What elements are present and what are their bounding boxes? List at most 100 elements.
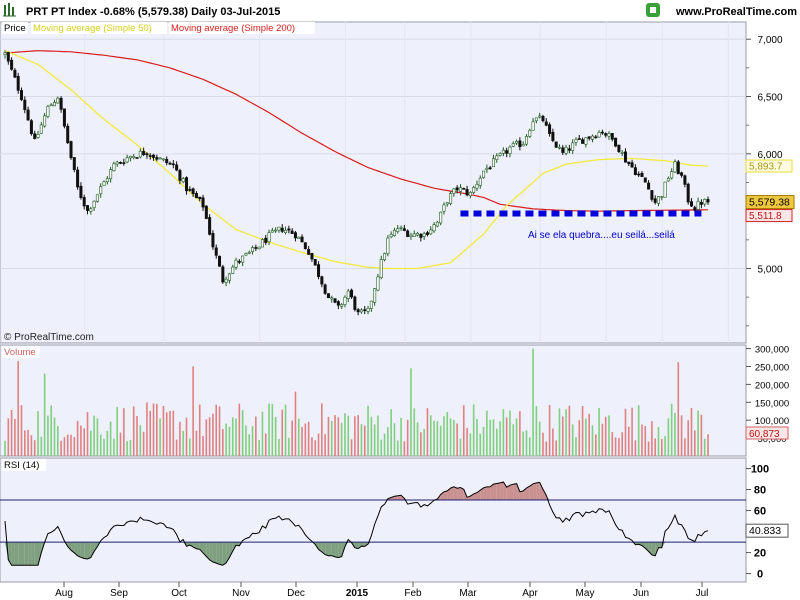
candle-up bbox=[482, 170, 486, 178]
rsi-overbought-fill bbox=[480, 487, 484, 501]
volume-bar bbox=[185, 417, 188, 456]
candle-up bbox=[330, 297, 334, 300]
volume-bar bbox=[119, 432, 122, 456]
candle-up bbox=[399, 227, 403, 229]
rsi-oversold-fill bbox=[212, 542, 217, 564]
candle-down bbox=[465, 189, 469, 196]
volume-bar bbox=[446, 411, 449, 456]
rsi-oversold-fill bbox=[641, 542, 646, 549]
rsi-oversold-fill bbox=[24, 542, 29, 566]
rsi-oversold-fill bbox=[219, 542, 223, 566]
candle-down bbox=[208, 217, 212, 235]
candle-up bbox=[528, 130, 532, 137]
candle-up bbox=[161, 158, 165, 161]
volume-bar bbox=[47, 415, 49, 456]
candle-down bbox=[455, 187, 459, 191]
candle-up bbox=[416, 232, 420, 236]
volume-bar bbox=[278, 438, 280, 456]
rsi-oversold-fill bbox=[354, 542, 359, 549]
candle-up bbox=[343, 296, 347, 305]
volume-bar bbox=[542, 432, 544, 456]
volume-bar bbox=[208, 417, 211, 456]
volume-bar bbox=[390, 409, 392, 456]
volume-axis: 300,000 250,000 200,000 150,000 100,000 50,00… bbox=[746, 345, 789, 445]
volume-bar bbox=[238, 403, 241, 456]
volume-bar bbox=[304, 423, 307, 456]
rsi-overbought-fill bbox=[539, 482, 543, 501]
rsi-overbought-fill bbox=[496, 482, 501, 501]
window-control-icon[interactable] bbox=[646, 3, 660, 17]
candle-down bbox=[617, 144, 621, 152]
x-tick-label: 2015 bbox=[346, 588, 369, 599]
candle-up bbox=[49, 104, 53, 107]
candle-up bbox=[234, 259, 238, 268]
candle-down bbox=[462, 188, 466, 190]
volume-bar bbox=[53, 417, 56, 456]
candle-down bbox=[185, 177, 189, 192]
volume-bar bbox=[271, 403, 274, 456]
volume-bar bbox=[291, 420, 293, 456]
rsi-oversold-fill bbox=[651, 542, 656, 556]
candle-up bbox=[597, 132, 601, 138]
ma50-line bbox=[4, 50, 709, 270]
candle-down bbox=[633, 167, 637, 175]
candle-down bbox=[23, 99, 27, 111]
volume-bar bbox=[453, 419, 455, 456]
candle-up bbox=[284, 229, 288, 233]
volume-bar bbox=[502, 409, 505, 456]
watermark: © ProRealTime.com bbox=[4, 332, 94, 343]
candle-up bbox=[105, 178, 109, 182]
candle-down bbox=[66, 125, 70, 144]
volume-tick-label: 100,000 bbox=[755, 416, 789, 427]
volume-bar bbox=[373, 424, 376, 456]
volume-bar bbox=[311, 437, 313, 456]
volume-bar bbox=[123, 408, 125, 456]
rsi-overbought-fill bbox=[453, 486, 458, 501]
volume-tick-label: 150,000 bbox=[755, 398, 789, 409]
ma200-value-badge: 5,511.8 bbox=[745, 209, 793, 223]
rsi-oversold-fill bbox=[325, 542, 329, 556]
candle-down bbox=[683, 175, 687, 185]
volume-bar bbox=[377, 415, 379, 456]
volume-bar bbox=[109, 421, 112, 456]
candle-up bbox=[379, 259, 383, 278]
volume-bar bbox=[73, 437, 76, 456]
rsi-tick-label: 0 bbox=[757, 569, 763, 581]
candle-down bbox=[505, 150, 509, 154]
volume-bar bbox=[690, 407, 693, 456]
rsi-oversold-fill bbox=[84, 542, 88, 560]
candle-down bbox=[561, 147, 565, 153]
chart-app-icon[interactable] bbox=[3, 3, 16, 17]
volume-bar bbox=[482, 426, 485, 456]
rsi-oversold-fill bbox=[335, 542, 339, 558]
candle-down bbox=[211, 233, 215, 248]
volume-bar bbox=[370, 416, 373, 456]
candle-up bbox=[386, 237, 390, 254]
candle-down bbox=[155, 157, 159, 160]
volume-bar bbox=[195, 430, 198, 456]
rsi-oversold-fill bbox=[321, 542, 326, 555]
candle-down bbox=[577, 138, 581, 140]
candle-down bbox=[567, 148, 571, 151]
rsi-oversold-fill bbox=[31, 542, 35, 566]
rsi-overbought-fill bbox=[457, 487, 461, 501]
volume-bar bbox=[179, 421, 181, 456]
legend-price: Price bbox=[4, 23, 26, 34]
volume-bar bbox=[264, 433, 267, 456]
volume-bar bbox=[10, 409, 13, 456]
legend-ma200-box bbox=[169, 22, 315, 34]
rsi-overbought-fill bbox=[493, 483, 497, 501]
volume-bar bbox=[449, 418, 452, 456]
rsi-overbought-fill bbox=[490, 484, 494, 501]
volume-bar bbox=[182, 430, 185, 456]
candle-down bbox=[317, 264, 321, 277]
rsi-overbought-fill bbox=[394, 495, 398, 501]
candle-up bbox=[244, 253, 248, 256]
volume-bar bbox=[594, 434, 597, 456]
candle-down bbox=[488, 167, 492, 170]
candle-up bbox=[439, 211, 443, 224]
rsi-overbought-fill bbox=[542, 489, 547, 501]
candle-down bbox=[541, 115, 545, 122]
volume-bar bbox=[420, 432, 422, 456]
volume-bar bbox=[469, 433, 472, 456]
